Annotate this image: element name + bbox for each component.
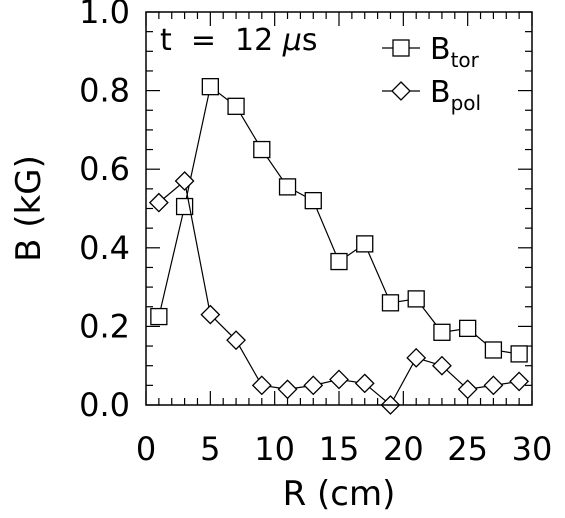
y-tick-label: 0.2 xyxy=(79,307,130,345)
diamond-marker xyxy=(303,375,324,396)
legend-label-subscript: tor xyxy=(451,48,480,72)
series-pol xyxy=(148,171,530,415)
x-tick-label: 0 xyxy=(136,430,156,468)
diamond-marker xyxy=(354,373,375,394)
series-tor xyxy=(150,78,528,363)
diamond-marker xyxy=(226,330,246,351)
legend-label-main: B xyxy=(430,75,451,110)
square-marker xyxy=(484,341,503,359)
diamond-marker xyxy=(329,369,349,390)
x-tick-label: 10 xyxy=(254,430,295,468)
x-tick-label: 15 xyxy=(319,430,360,468)
time-annotation-unit: s xyxy=(302,23,318,58)
diamond-marker xyxy=(391,81,411,101)
square-marker xyxy=(304,191,322,210)
legend-label: Btor xyxy=(430,32,480,72)
series-layer xyxy=(148,78,530,415)
square-marker xyxy=(356,235,374,253)
diamond-marker xyxy=(174,171,195,191)
diamond-marker xyxy=(277,379,298,400)
diamond-marker xyxy=(200,304,221,325)
square-marker xyxy=(227,97,245,115)
y-axis-label: B (kG) xyxy=(9,155,49,262)
legend-entry-pol: Bpol xyxy=(382,75,481,115)
square-marker xyxy=(392,39,410,57)
time-annotation-mu: μ xyxy=(282,23,302,58)
x-tick-label: 25 xyxy=(447,430,488,468)
x-tick-label: 30 xyxy=(512,430,553,468)
square-marker xyxy=(510,345,528,363)
diamond-marker xyxy=(483,375,504,396)
square-marker xyxy=(201,78,219,96)
square-marker xyxy=(330,252,348,271)
time-annotation: t = 12 μs xyxy=(160,23,318,58)
y-tick-label: 0.0 xyxy=(79,386,130,424)
square-marker xyxy=(407,290,425,308)
square-marker xyxy=(278,178,297,196)
square-marker xyxy=(150,307,168,326)
square-marker xyxy=(253,140,271,159)
y-tick-label: 0.4 xyxy=(79,229,130,267)
diamond-marker xyxy=(509,371,530,392)
diamond-marker xyxy=(406,347,427,368)
legend-entry-tor: Btor xyxy=(382,32,480,72)
x-tick-label: 5 xyxy=(200,430,220,468)
y-tick-label: 1.0 xyxy=(79,0,130,31)
diamond-marker xyxy=(457,379,478,400)
square-marker xyxy=(459,319,477,338)
legend-label-main: B xyxy=(430,32,451,67)
diamond-marker xyxy=(148,192,169,213)
diamond-marker xyxy=(432,355,452,376)
square-marker xyxy=(381,294,400,312)
y-tick-label: 0.6 xyxy=(79,150,130,188)
x-axis-label: R (cm) xyxy=(283,474,396,514)
x-tick-label: 20 xyxy=(383,430,424,468)
legend-label: Bpol xyxy=(430,75,481,115)
y-tick-label: 0.8 xyxy=(79,72,130,110)
tick-labels: 0 5 10 15 20 25 30 0.0 0.2 0.4 0.6 0.8 1.0 xyxy=(79,0,552,468)
legend-label-subscript: pol xyxy=(451,91,482,115)
plot-frame xyxy=(145,11,533,406)
diamond-marker xyxy=(251,375,272,396)
square-marker xyxy=(433,323,451,341)
time-annotation-prefix: t = 12 xyxy=(160,23,283,58)
